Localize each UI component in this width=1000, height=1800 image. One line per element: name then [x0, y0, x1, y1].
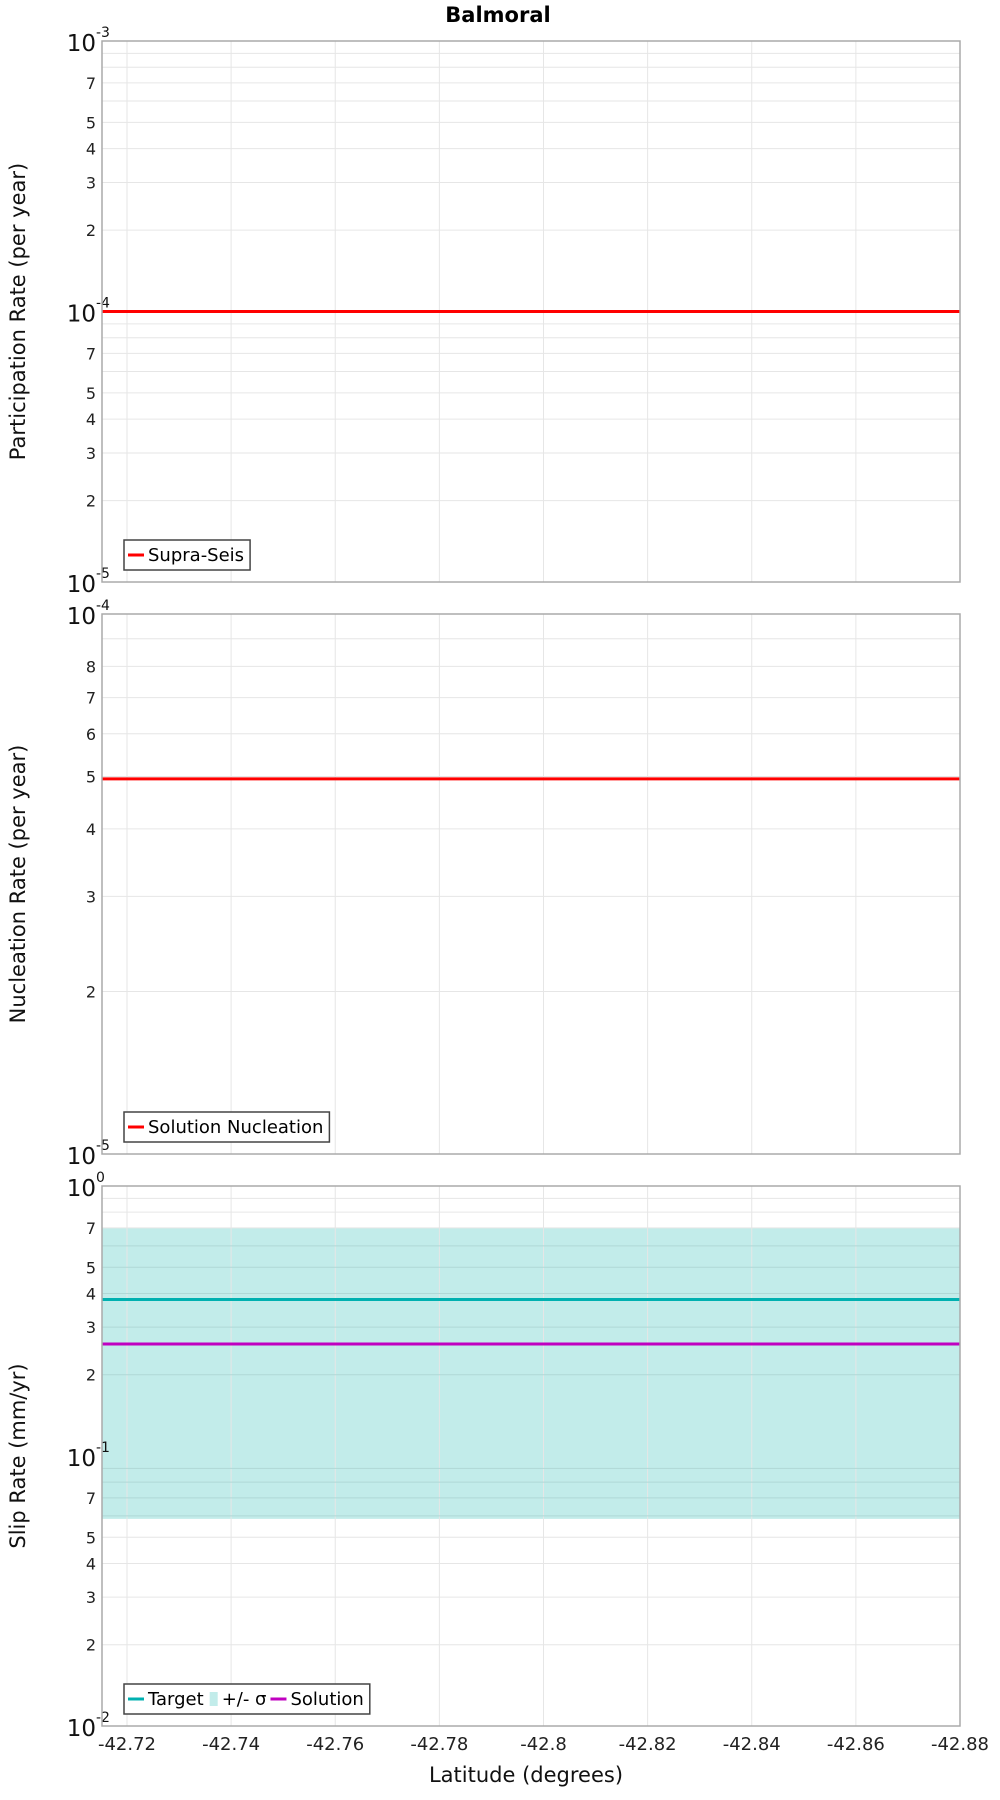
y-tick-label: 7: [86, 344, 96, 363]
y-tick-label: 2: [86, 221, 96, 240]
x-tick-label: -42.78: [410, 1734, 468, 1755]
legend-label: Target: [147, 1689, 204, 1710]
y-tick-label: 10: [67, 604, 96, 630]
y-tick-label: 2: [86, 492, 96, 511]
legend-swatch: [209, 1692, 218, 1706]
y-tick-label: 4: [86, 410, 96, 429]
y-tick-label: 3: [86, 1318, 96, 1337]
y-tick-label: 2: [86, 1636, 96, 1655]
legend: Target +/- σ Solution: [123, 1683, 371, 1715]
x-tick-label: -42.8: [520, 1734, 567, 1755]
chart-title: Balmoral: [445, 3, 550, 27]
y-axis-label: Slip Rate (mm/yr): [6, 1363, 30, 1548]
legend: Supra-Seis: [123, 539, 251, 571]
y-tick-label: 5: [86, 113, 96, 132]
legend-box: [123, 1111, 331, 1143]
x-tick-label: -42.84: [723, 1734, 781, 1755]
plot-border: [101, 40, 961, 583]
y-tick-label: 5: [86, 384, 96, 403]
y-tick-exponent: -3: [96, 25, 110, 41]
y-tick-label: 4: [86, 1284, 96, 1303]
y-tick-label: 3: [86, 887, 96, 906]
y-tick-label: 3: [86, 1588, 96, 1607]
y-tick-label: 4: [86, 820, 96, 839]
y-tick-exponent: -5: [96, 566, 110, 582]
legend-box: [123, 1683, 371, 1715]
y-tick-label: 5: [86, 768, 96, 787]
y-tick-label: 10: [67, 1144, 96, 1170]
x-tick-label: -42.86: [827, 1734, 885, 1755]
x-tick-label: -42.72: [98, 1734, 156, 1755]
y-tick-label: 10: [67, 572, 96, 598]
y-axis-label: Nucleation Rate (per year): [6, 745, 30, 1024]
y-tick-exponent: -5: [96, 1138, 110, 1154]
y-tick-label: 10: [67, 302, 96, 328]
plot-border: [101, 613, 961, 1155]
y-tick-label: 7: [86, 1219, 96, 1238]
y-tick-exponent: 0: [96, 1170, 105, 1186]
x-axis-label: Latitude (degrees): [429, 1763, 623, 1787]
y-tick-label: 2: [86, 1366, 96, 1385]
y-tick-label: 3: [86, 173, 96, 192]
legend-label: Solution Nucleation: [148, 1117, 323, 1138]
y-tick-label: 7: [86, 689, 96, 708]
y-tick-label: 5: [86, 1528, 96, 1547]
y-tick-exponent: -4: [96, 296, 110, 312]
sigma-band: [102, 1227, 960, 1519]
y-tick-label: 3: [86, 444, 96, 463]
y-axis-label: Participation Rate (per year): [6, 163, 30, 460]
plot-area: [102, 614, 960, 1154]
x-tick-label: -42.82: [619, 1734, 677, 1755]
x-tick-label: -42.88: [931, 1734, 989, 1755]
y-tick-label: 7: [86, 74, 96, 93]
y-tick-label: 10: [67, 1446, 96, 1472]
x-tick-label: -42.74: [202, 1734, 260, 1755]
y-tick-label: 10: [67, 1716, 96, 1742]
y-tick-exponent: -2: [96, 1710, 110, 1726]
y-tick-label: 10: [67, 31, 96, 57]
y-tick-label: 4: [86, 140, 96, 159]
y-tick-label: 4: [86, 1554, 96, 1573]
y-tick-label: 10: [67, 1176, 96, 1202]
y-tick-label: 8: [86, 657, 96, 676]
legend-label: Supra-Seis: [148, 545, 244, 566]
plot-border: [101, 1185, 961, 1727]
y-tick-label: 7: [86, 1489, 96, 1508]
y-tick-label: 5: [86, 1258, 96, 1277]
y-tick-label: 2: [86, 982, 96, 1001]
legend-box: [123, 539, 251, 571]
legend: Solution Nucleation: [123, 1111, 331, 1143]
y-tick-exponent: -1: [96, 1440, 110, 1456]
y-tick-label: 6: [86, 725, 96, 744]
x-tick-label: -42.76: [306, 1734, 364, 1755]
legend-label: Solution: [290, 1689, 363, 1710]
legend-label: +/- σ: [222, 1689, 267, 1710]
y-tick-exponent: -4: [96, 598, 110, 614]
